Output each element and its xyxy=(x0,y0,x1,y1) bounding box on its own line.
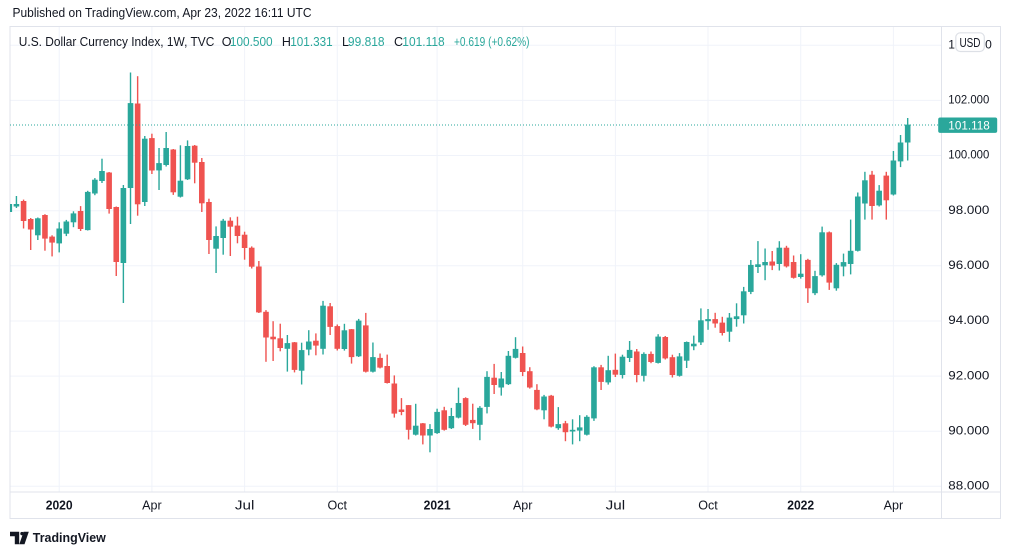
svg-text:102.000: 102.000 xyxy=(948,94,989,107)
svg-text:Jul: Jul xyxy=(606,498,626,513)
svg-text:92.000: 92.000 xyxy=(948,369,990,382)
svg-text:96.000: 96.000 xyxy=(948,259,990,272)
svg-text:100.500: 100.500 xyxy=(230,35,273,49)
svg-text:Oct: Oct xyxy=(698,498,718,513)
svg-text:L: L xyxy=(342,35,349,49)
svg-text:Apr: Apr xyxy=(884,498,904,513)
svg-text:Published on TradingView.com,: Published on TradingView.com, Apr 23, 20… xyxy=(13,5,312,20)
svg-text:C: C xyxy=(394,35,403,49)
svg-text:Jul: Jul xyxy=(235,498,255,513)
svg-text:99.818: 99.818 xyxy=(348,35,385,49)
svg-text:Apr: Apr xyxy=(142,498,162,513)
svg-text:98.000: 98.000 xyxy=(948,204,990,217)
svg-text:TradingView: TradingView xyxy=(33,530,107,545)
svg-text:101.118: 101.118 xyxy=(948,119,990,132)
svg-text:U.S. Dollar Currency Index, 1W: U.S. Dollar Currency Index, 1W, TVC xyxy=(19,35,215,49)
svg-text:100.000: 100.000 xyxy=(948,149,989,162)
svg-text:+0.619 (+0.62%): +0.619 (+0.62%) xyxy=(454,35,530,49)
svg-text:90.000: 90.000 xyxy=(948,424,990,437)
svg-text:2020: 2020 xyxy=(46,498,73,513)
svg-text:101.118: 101.118 xyxy=(402,35,444,49)
svg-text:94.000: 94.000 xyxy=(948,314,990,327)
svg-text:2021: 2021 xyxy=(424,498,451,513)
svg-text:H: H xyxy=(282,35,291,49)
svg-text:O: O xyxy=(222,35,232,49)
svg-text:Apr: Apr xyxy=(513,498,533,513)
svg-text:USD: USD xyxy=(960,36,981,50)
svg-text:2022: 2022 xyxy=(787,498,814,513)
svg-text:Oct: Oct xyxy=(328,498,348,513)
svg-text:88.000: 88.000 xyxy=(948,480,990,493)
svg-text:101.331: 101.331 xyxy=(290,35,332,49)
